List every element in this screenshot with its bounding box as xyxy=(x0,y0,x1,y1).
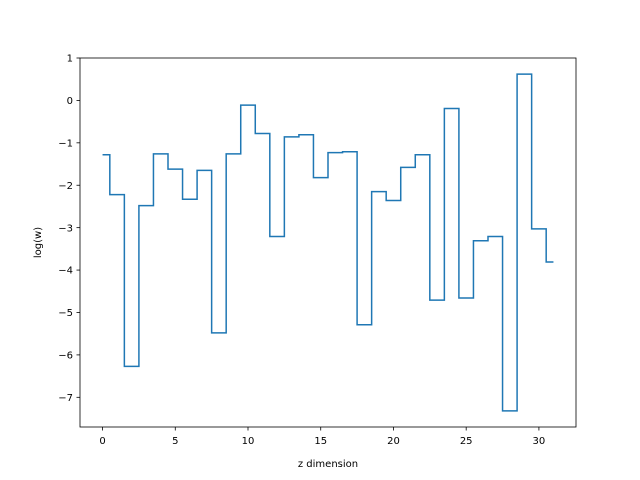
x-axis-label: z dimension xyxy=(298,459,358,470)
y-tick-label: −7 xyxy=(58,393,73,404)
x-tick-label: 10 xyxy=(242,436,255,447)
y-tick-label: −4 xyxy=(58,266,73,277)
y-axis: 1 0 −1 −2 −3 −4 −5 −6 −7 xyxy=(58,54,80,404)
y-tick-label: 1 xyxy=(67,54,73,65)
x-tick-label: 5 xyxy=(172,436,178,447)
y-tick-label: −3 xyxy=(58,223,73,234)
x-tick-label: 15 xyxy=(314,436,327,447)
y-tick-label: −6 xyxy=(58,350,73,361)
x-tick-label: 25 xyxy=(460,436,473,447)
x-axis: 0 5 10 15 20 25 30 xyxy=(99,427,545,447)
x-tick-label: 20 xyxy=(387,436,400,447)
x-tick-label: 30 xyxy=(533,436,546,447)
series-line-0 xyxy=(102,73,554,412)
y-tick-label: −2 xyxy=(58,181,73,192)
axes-frame xyxy=(79,57,577,428)
plot-area xyxy=(102,73,554,412)
x-tick-label: 0 xyxy=(99,436,105,447)
y-axis-label: log(w) xyxy=(33,227,44,258)
y-tick-label: 0 xyxy=(67,96,73,107)
y-tick-label: −5 xyxy=(58,308,73,319)
y-tick-label: −1 xyxy=(58,138,73,149)
